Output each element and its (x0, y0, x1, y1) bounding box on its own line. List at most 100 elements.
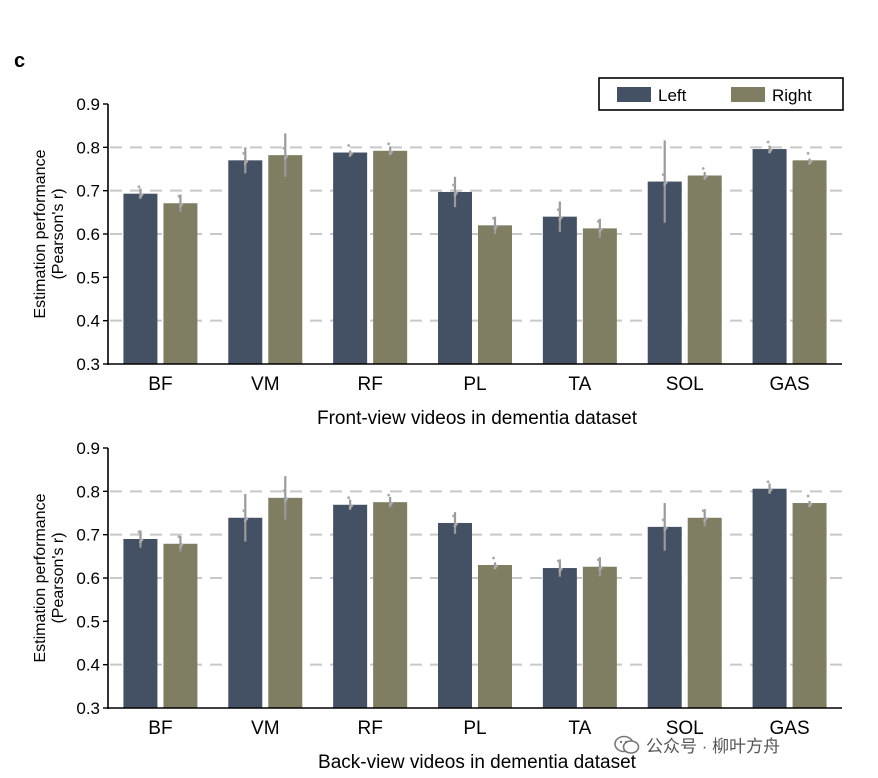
bar-right-pl (478, 225, 512, 364)
data-point (661, 173, 665, 176)
data-point (806, 494, 810, 498)
data-point (283, 499, 287, 503)
data-point (599, 227, 603, 231)
data-point (348, 154, 352, 157)
data-point (388, 152, 392, 156)
data-point (387, 142, 391, 146)
data-point (452, 514, 455, 518)
data-point (495, 564, 498, 568)
category-label: SOL (666, 374, 704, 395)
data-point (388, 503, 392, 507)
data-point (180, 543, 184, 547)
legend-label-left: Left (658, 86, 687, 105)
data-point (139, 540, 142, 544)
data-point (452, 183, 455, 187)
data-point (495, 224, 498, 228)
category-label: TA (568, 718, 591, 739)
data-point (140, 193, 144, 197)
category-label: GAS (770, 718, 810, 739)
data-point (664, 526, 668, 530)
data-point (596, 558, 600, 562)
data-point (177, 194, 181, 198)
legend: Left Right (598, 77, 844, 111)
data-point (599, 566, 603, 570)
y-axis-title: Estimation performance (32, 493, 49, 662)
bar-right-rf (373, 150, 408, 364)
data-point (180, 202, 184, 206)
y-tick-label: 0.6 (76, 569, 100, 588)
bar-right-sol (687, 517, 722, 708)
bar-right-gas (792, 503, 827, 708)
data-point (455, 191, 458, 195)
data-point (493, 226, 497, 230)
data-point (596, 219, 600, 223)
data-point (703, 177, 707, 180)
data-point (809, 159, 813, 163)
data-point (350, 504, 354, 508)
data-point (661, 518, 665, 522)
data-point (493, 566, 497, 570)
bar-right-vm (268, 155, 303, 364)
data-point (492, 556, 495, 560)
data-point (769, 148, 773, 152)
y-tick-label: 0.5 (76, 612, 100, 631)
data-point (283, 156, 287, 160)
y-tick-label: 0.7 (76, 182, 100, 201)
watermark-text: 公众号 · 柳叶方舟 (646, 737, 781, 756)
data-point (285, 497, 289, 501)
data-point (387, 493, 391, 497)
data-point (177, 535, 181, 539)
category-label: PL (463, 718, 486, 739)
data-point (556, 559, 560, 563)
y-tick-label: 0.8 (76, 482, 100, 501)
data-point (768, 150, 771, 154)
bar-right-rf (373, 502, 408, 708)
bar-left-gas (752, 488, 787, 708)
bar-right-ta (582, 566, 617, 708)
data-point (559, 216, 563, 220)
data-point (243, 161, 247, 165)
category-label: VM (251, 718, 280, 739)
data-point (179, 204, 182, 208)
bar-left-vm (228, 160, 263, 364)
data-point (808, 161, 811, 165)
bar-left-pl (438, 522, 472, 708)
data-point (598, 568, 602, 572)
bar-left-bf (123, 193, 158, 364)
y-tick-label: 0.8 (76, 138, 100, 157)
category-label: BF (148, 374, 172, 395)
category-label: BF (148, 718, 172, 739)
data-point (558, 569, 562, 573)
y-tick-label: 0.4 (76, 656, 100, 675)
data-point (137, 185, 141, 189)
x-axis-title: Back-view videos in dementia dataset (318, 752, 637, 773)
category-label: VM (251, 374, 280, 395)
data-point (453, 524, 457, 528)
charts-root: BF VM RF PL TA SOL GAS 0.3 0.4 0.5 0.6 0.7 0.8 0.9 Est… (32, 95, 842, 773)
data-point (348, 506, 352, 510)
data-point (664, 181, 668, 184)
bar-left-pl (438, 191, 472, 364)
bar-left-rf (333, 504, 368, 708)
data-point (282, 146, 286, 150)
bar-left-ta (542, 568, 577, 708)
data-point (768, 490, 771, 494)
category-label: RF (357, 718, 382, 739)
bar-left-ta (542, 216, 577, 364)
category-label: SOL (666, 718, 704, 739)
bar-left-sol (647, 526, 682, 708)
y-axis-title-2: (Pearson's r) (50, 532, 67, 623)
legend-swatch-left (617, 87, 651, 102)
data-point (390, 150, 394, 154)
bar-right-bf (163, 203, 198, 364)
data-point (242, 509, 246, 513)
data-point (701, 167, 705, 170)
y-axis-title-2: (Pearson's r) (50, 188, 67, 279)
data-point (243, 519, 247, 523)
x-axis-title: Front-view videos in dementia dataset (317, 408, 638, 429)
y-tick-label: 0.4 (76, 312, 100, 331)
bar-right-bf (163, 543, 198, 708)
data-point (492, 216, 495, 220)
data-point (347, 496, 351, 500)
data-point (663, 183, 667, 186)
